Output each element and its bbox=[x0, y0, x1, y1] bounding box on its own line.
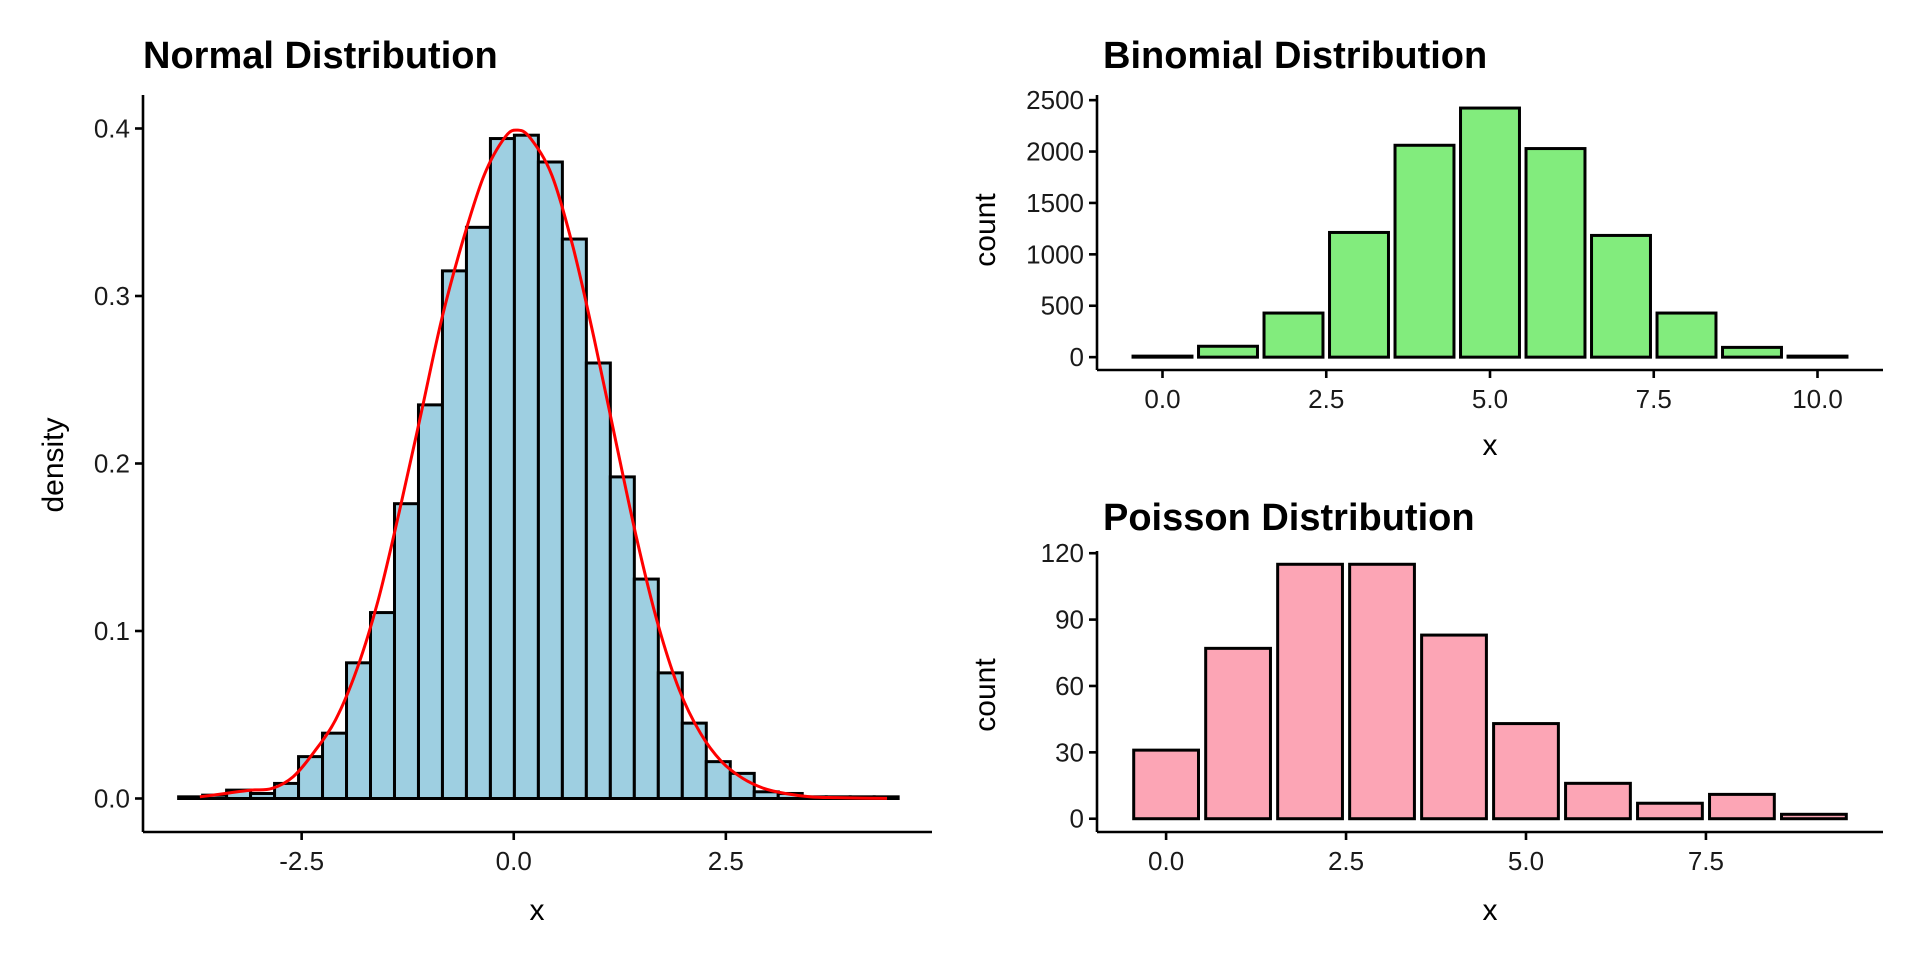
x-tick-label: 0.0 bbox=[1148, 846, 1184, 876]
y-tick-label: 0.4 bbox=[94, 114, 130, 144]
bar-x-0 bbox=[1131, 354, 1194, 359]
bar-x-3 bbox=[1348, 562, 1416, 821]
poisson-y-axis-title: count bbox=[969, 658, 1002, 732]
histogram-bar bbox=[177, 795, 205, 801]
normal-bars bbox=[177, 133, 900, 801]
bar-x-6 bbox=[1564, 781, 1632, 821]
y-tick-label: 1500 bbox=[1026, 188, 1084, 218]
bar-x-9 bbox=[1721, 345, 1783, 359]
y-tick-label: 0 bbox=[1070, 342, 1084, 372]
histogram-bar bbox=[608, 475, 636, 800]
poisson-axes: 0 30 60 90 120 0.0 2.5 5.0 7.5 bbox=[1041, 538, 1883, 876]
y-tick-label: 90 bbox=[1055, 605, 1084, 635]
normal-y-axis-title: density bbox=[37, 417, 70, 512]
poisson-title: Poisson Distribution bbox=[1103, 497, 1475, 539]
bar-x-2 bbox=[1276, 562, 1344, 821]
y-tick-label: 120 bbox=[1041, 538, 1084, 568]
y-tick-label: 0 bbox=[1070, 804, 1084, 834]
histogram-bar bbox=[416, 403, 444, 800]
y-tick-label: 0.3 bbox=[94, 281, 130, 311]
x-tick-label: 5.0 bbox=[1508, 846, 1544, 876]
x-tick-label: 0.0 bbox=[496, 846, 532, 876]
bar-x-6 bbox=[1524, 147, 1587, 359]
histogram-bar bbox=[584, 361, 612, 800]
bar-x-7 bbox=[1636, 801, 1704, 821]
bar-x-5 bbox=[1459, 106, 1521, 359]
y-tick-label: 2500 bbox=[1026, 85, 1084, 115]
y-tick-label: 30 bbox=[1055, 737, 1084, 767]
histogram-bar bbox=[321, 731, 349, 800]
histogram-bar bbox=[369, 611, 396, 801]
binomial-axes: 0 500 1000 1500 2000 2500 0.0 2.5 5.0 7.5 10.0 bbox=[1026, 85, 1883, 414]
y-tick-label: 1000 bbox=[1026, 239, 1084, 269]
binomial-title: Binomial Distribution bbox=[1103, 35, 1487, 77]
binomial-y-axis-title: count bbox=[969, 193, 1002, 267]
bar-x-4 bbox=[1420, 633, 1488, 821]
binomial-bars bbox=[1131, 106, 1849, 359]
bar-x-1 bbox=[1197, 344, 1259, 359]
y-tick-label: 60 bbox=[1055, 671, 1084, 701]
bar-x-0 bbox=[1132, 748, 1200, 821]
bar-x-8 bbox=[1708, 792, 1776, 821]
normal-density-curve bbox=[199, 128, 888, 800]
y-tick-label: 0.2 bbox=[94, 449, 130, 479]
x-tick-label: 5.0 bbox=[1472, 384, 1508, 414]
x-tick-label: 2.5 bbox=[1308, 384, 1344, 414]
bar-x-7 bbox=[1590, 233, 1652, 359]
y-tick-label: 2000 bbox=[1026, 137, 1084, 167]
x-tick-label: -2.5 bbox=[279, 846, 324, 876]
bar-x-3 bbox=[1328, 230, 1390, 359]
y-tick-label: 0.1 bbox=[94, 616, 130, 646]
bar-x-2 bbox=[1262, 311, 1325, 359]
binomial-panel: Binomial Distribution count x 0 500 1000 15… bbox=[969, 35, 1883, 462]
bar-x-10 bbox=[1786, 354, 1849, 359]
histogram-bar bbox=[512, 133, 540, 800]
normal-axes: 0.0 0.1 0.2 0.3 0.4 -2.5 0.0 2.5 bbox=[94, 95, 932, 876]
bar-x-9 bbox=[1780, 812, 1848, 821]
x-tick-label: 2.5 bbox=[708, 846, 744, 876]
histogram-bar bbox=[488, 137, 516, 801]
normal-panel: Normal Distribution density x 0.00.10.20… bbox=[37, 35, 932, 927]
histogram-bar bbox=[560, 237, 588, 801]
histogram-bar bbox=[345, 661, 373, 801]
x-tick-label: 7.5 bbox=[1636, 384, 1672, 414]
x-tick-label: 10.0 bbox=[1792, 384, 1843, 414]
bar-x-1 bbox=[1204, 646, 1272, 821]
poisson-bars bbox=[1132, 562, 1848, 821]
poisson-panel: Poisson Distribution count x 03060901200… bbox=[969, 497, 1883, 927]
normal-x-axis-title: x bbox=[530, 894, 545, 927]
normal-title: Normal Distribution bbox=[143, 35, 498, 77]
poisson-x-axis-title: x bbox=[1483, 894, 1498, 927]
x-tick-label: 2.5 bbox=[1328, 846, 1364, 876]
y-tick-label: 0.0 bbox=[94, 784, 130, 814]
bar-x-5 bbox=[1492, 722, 1560, 821]
histogram-bar bbox=[464, 225, 492, 800]
y-tick-label: 500 bbox=[1041, 291, 1084, 321]
histogram-bar bbox=[440, 269, 468, 800]
x-tick-label: 0.0 bbox=[1144, 384, 1180, 414]
bar-x-8 bbox=[1655, 311, 1718, 359]
histogram-bar bbox=[392, 502, 420, 800]
histogram-bar bbox=[249, 791, 277, 800]
histogram-bar bbox=[297, 755, 325, 800]
binomial-x-axis-title: x bbox=[1483, 429, 1498, 462]
histogram-bar bbox=[536, 160, 564, 800]
x-tick-label: 7.5 bbox=[1688, 846, 1724, 876]
bar-x-4 bbox=[1393, 143, 1456, 359]
